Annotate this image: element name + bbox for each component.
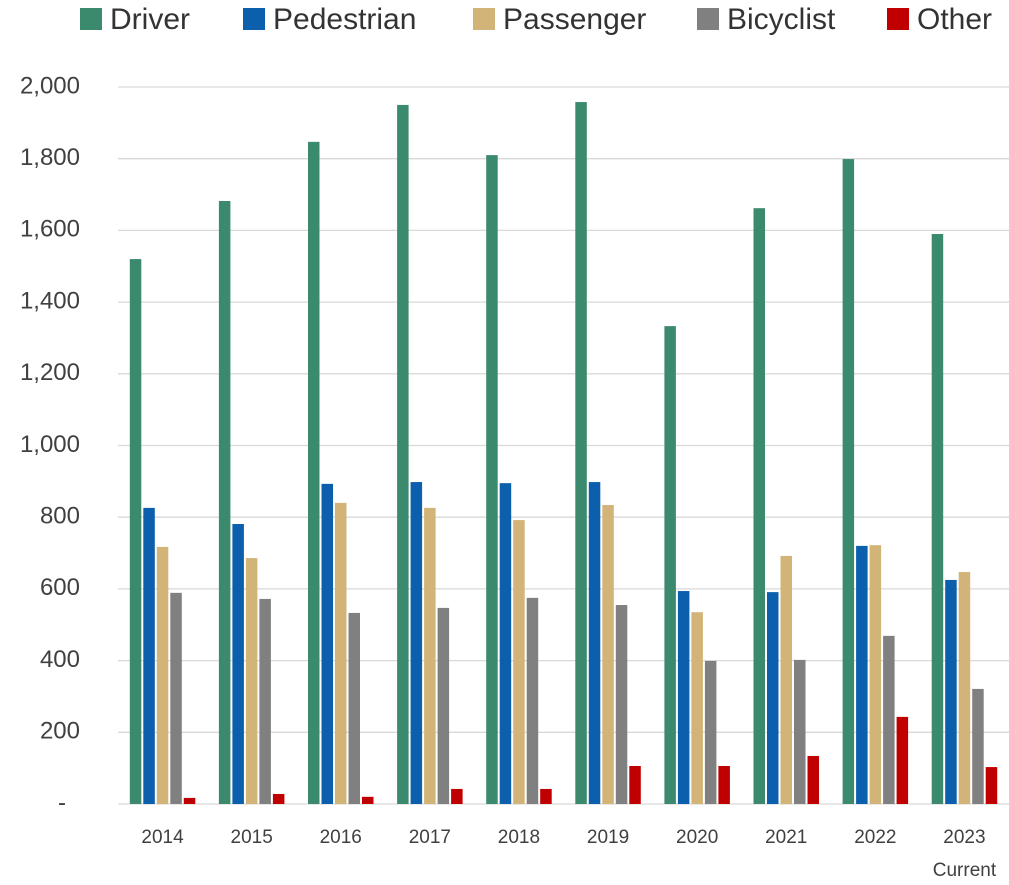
bar (362, 796, 374, 804)
y-tick-label: 1,400 (20, 287, 80, 314)
legend-label: Bicyclist (727, 3, 836, 36)
bar (143, 507, 155, 804)
bar (753, 208, 765, 805)
bar (451, 788, 463, 804)
bar (170, 592, 182, 804)
bar (335, 502, 347, 804)
bar (272, 793, 285, 804)
bar (245, 558, 258, 804)
bar (718, 765, 730, 804)
x-tick-label: 2020 (676, 827, 718, 848)
bar (664, 326, 676, 804)
bar (704, 660, 717, 804)
y-tick-label: 2,000 (20, 72, 80, 99)
bar (602, 505, 614, 804)
bar (437, 607, 450, 804)
bar (958, 572, 971, 804)
y-tick-label: - (58, 789, 66, 816)
legend-label: Passenger (503, 3, 646, 36)
legend-label: Other (917, 3, 992, 36)
y-tick-label: 1,200 (20, 359, 80, 386)
legend-label: Driver (110, 3, 190, 36)
y-tick-label: 1,000 (20, 431, 80, 458)
bar (807, 755, 819, 804)
y-tick-label: 1,600 (20, 216, 80, 243)
bar (856, 545, 868, 804)
bar (629, 765, 641, 804)
bar (308, 141, 320, 805)
x-tick-label: 2018 (498, 827, 540, 848)
y-tick-label: 800 (40, 503, 80, 530)
legend-label: Pedestrian (273, 3, 416, 36)
bar (615, 605, 628, 804)
bar (588, 482, 601, 804)
legend-swatch (473, 8, 495, 30)
bar (513, 520, 525, 804)
legend-swatch (697, 8, 719, 30)
x-tick-label: 2023 (943, 827, 985, 848)
bar (232, 524, 244, 804)
bar (129, 259, 142, 805)
y-tick-label: 400 (40, 646, 80, 673)
bar (218, 201, 231, 805)
bar (972, 688, 984, 804)
bar (945, 579, 957, 804)
bar (794, 659, 806, 804)
bar (321, 483, 333, 804)
bar (767, 592, 779, 804)
legend-swatch (243, 8, 265, 30)
bar (348, 612, 360, 804)
bar (526, 597, 539, 804)
legend-swatch (887, 8, 909, 30)
bar (410, 482, 423, 804)
bar (486, 155, 498, 805)
y-tick-label: 200 (40, 718, 80, 745)
x-tick-label: 2016 (320, 827, 362, 848)
bar (575, 102, 587, 804)
bar (780, 555, 792, 804)
x-tick-label: 2019 (587, 827, 629, 848)
y-tick-label: 1,800 (20, 144, 80, 171)
bar (677, 591, 690, 804)
bar (931, 233, 944, 805)
y-tick-label: 600 (40, 574, 80, 601)
legend-swatch (80, 8, 102, 30)
bar (259, 598, 271, 804)
bar (183, 797, 196, 804)
x-tick-label: 2017 (409, 827, 451, 848)
bar (883, 635, 895, 804)
bar (896, 716, 909, 804)
bar (499, 483, 512, 804)
bar (869, 545, 882, 804)
x-tick-label: 2015 (231, 827, 273, 848)
bar (397, 104, 409, 805)
x-tick-label: 2022 (854, 827, 896, 848)
x-note: Current (933, 860, 997, 881)
x-tick-label: 2021 (765, 827, 807, 848)
bar (691, 612, 703, 804)
bar (842, 159, 855, 805)
bar (540, 788, 552, 804)
bar (424, 507, 436, 804)
bar (156, 546, 169, 804)
bar (985, 767, 998, 804)
x-tick-label: 2014 (141, 827, 184, 848)
